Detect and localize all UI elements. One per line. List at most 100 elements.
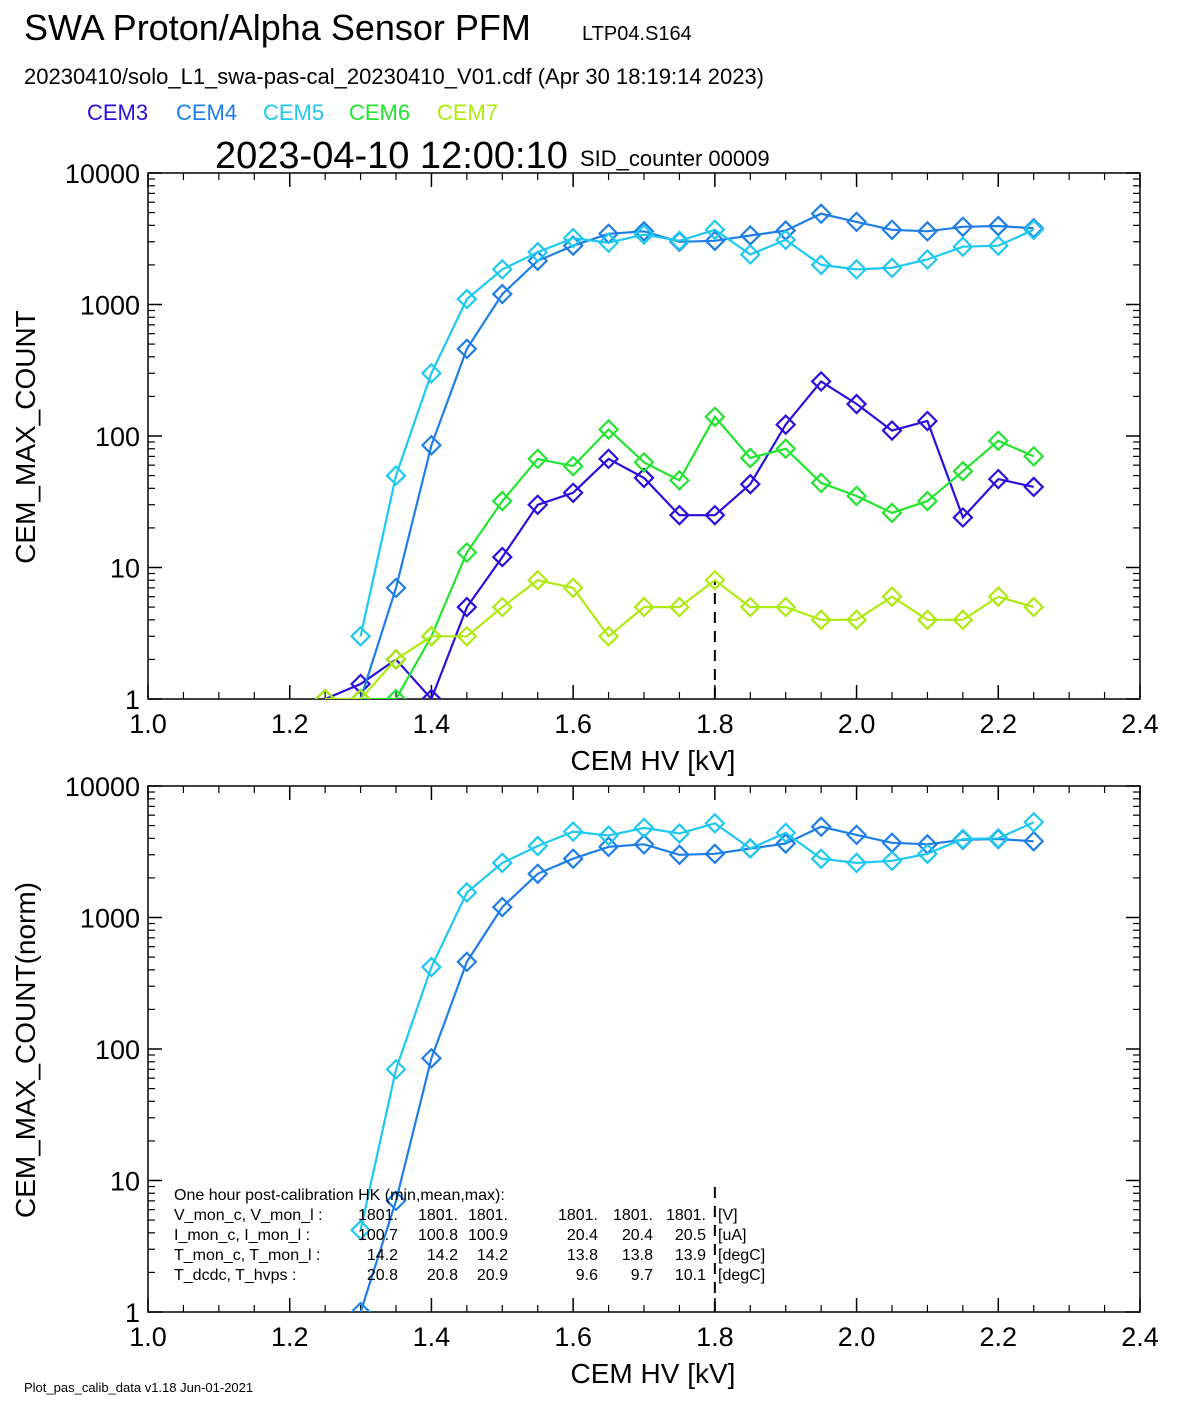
legend-entry-cem7: CEM7 xyxy=(437,100,498,125)
housekeeping-table: One hour post-calibration HK (min,mean,m… xyxy=(174,1187,765,1284)
data-point-cem4 xyxy=(562,848,584,870)
series-line-cem3 xyxy=(324,379,1034,699)
data-point-cem5 xyxy=(350,625,372,647)
data-point-cem5 xyxy=(810,848,832,870)
x-tick-label: 2.0 xyxy=(838,709,876,739)
data-point-cem3 xyxy=(562,482,584,504)
data-point-cem7 xyxy=(846,609,868,631)
x-tick-label: 1.8 xyxy=(696,709,734,739)
x-tick-label: 1.6 xyxy=(554,1322,592,1352)
page-title: SWA Proton/Alpha Sensor PFM xyxy=(24,7,531,48)
data-point-cem6 xyxy=(846,485,868,507)
data-point-cem7 xyxy=(350,688,372,699)
hk-value: 1801. xyxy=(358,1207,398,1224)
data-point-cem6 xyxy=(952,460,974,482)
legend-entry-cem6: CEM6 xyxy=(349,100,410,125)
plot-top: CEM HV [kV] CEM_MAX_COUNT 1.0 1.2 1.4 1.6 1.… xyxy=(10,159,1159,776)
data-point-cem4 xyxy=(385,1190,407,1212)
data-point-cem5 xyxy=(420,362,442,384)
data-point-cem3 xyxy=(598,448,620,470)
timestamp: 2023-04-10 12:00:10 xyxy=(215,135,568,177)
data-point-cem5 xyxy=(952,828,974,850)
data-point-cem4 xyxy=(668,844,690,866)
data-point-cem5 xyxy=(987,827,1009,849)
series-line-cem6 xyxy=(325,414,1035,699)
data-point-cem4 xyxy=(562,235,584,257)
hk-value: 20.5 xyxy=(675,1227,706,1244)
data-point-cem7 xyxy=(314,688,336,699)
data-point-cem4 xyxy=(420,434,442,456)
page-subtitle: LTP04.S164 xyxy=(582,23,692,45)
data-point-cem5 xyxy=(385,465,407,487)
sid-counter: SID_counter 00009 xyxy=(580,146,770,171)
data-point-cem7 xyxy=(739,596,761,618)
data-point-cem4 xyxy=(527,863,549,885)
data-point-cem5 xyxy=(598,824,620,847)
data-point-cem4 xyxy=(633,220,655,242)
hk-value: 1801. xyxy=(613,1207,653,1224)
data-point-cem5 xyxy=(704,812,726,834)
data-point-cem4 xyxy=(704,230,726,252)
data-point-cem3 xyxy=(916,410,938,432)
hk-value: 100.8 xyxy=(418,1227,458,1244)
hk-value: 13.9 xyxy=(675,1247,706,1264)
data-point-cem5 xyxy=(633,817,655,839)
data-point-cem4 xyxy=(350,1301,372,1312)
hk-value: 14.2 xyxy=(427,1247,458,1264)
data-point-cem7 xyxy=(1023,596,1045,618)
y-tick-label: 1000 xyxy=(80,904,140,934)
data-point-cem6 xyxy=(1023,445,1045,467)
y-tick-label: 10000 xyxy=(65,159,140,189)
data-point-cem6 xyxy=(810,472,832,494)
data-point-cem5 xyxy=(916,248,938,271)
data-point-cem4 xyxy=(1023,830,1045,852)
data-point-cem5 xyxy=(739,243,761,266)
data-point-cem7 xyxy=(952,609,974,631)
hk-row-label: T_mon_c, T_mon_l : xyxy=(174,1247,320,1264)
data-point-cem5 xyxy=(775,822,797,844)
data-point-cem4 xyxy=(987,215,1009,237)
data-point-cem4 xyxy=(598,836,620,858)
hk-value: 20.8 xyxy=(427,1267,458,1284)
data-point-cem5 xyxy=(952,236,974,258)
y-tick-label: 10000 xyxy=(65,772,140,802)
plot-top-data xyxy=(314,203,1045,699)
data-point-cem6 xyxy=(633,451,655,473)
hk-row-label: V_mon_c, V_mon_l : xyxy=(174,1207,323,1224)
file-line: 20230410/solo_L1_swa-pas-cal_20230410_V0… xyxy=(24,64,764,89)
data-point-cem4 xyxy=(633,833,655,855)
data-point-cem4 xyxy=(385,577,407,599)
data-point-cem5 xyxy=(846,852,868,874)
x-tick-label: 1.6 xyxy=(554,709,592,739)
data-point-cem3 xyxy=(527,494,549,516)
series-line-cem5 xyxy=(359,228,1035,637)
hk-value: 10.1 xyxy=(675,1267,706,1284)
data-point-cem7 xyxy=(456,625,478,647)
data-point-cem5 xyxy=(1023,219,1045,241)
data-point-cem7 xyxy=(420,625,442,647)
legend-entry-cem5: CEM5 xyxy=(263,100,324,125)
hk-value: 1801. xyxy=(558,1207,598,1224)
footer-version: Plot_pas_calib_data v1.18 Jun-01-2021 xyxy=(24,1380,253,1395)
hk-value: 20.8 xyxy=(367,1267,398,1284)
data-point-cem4 xyxy=(916,220,938,242)
data-point-cem5 xyxy=(350,1219,372,1241)
data-point-cem6 xyxy=(385,688,407,699)
x-tick-label: 2.4 xyxy=(1121,709,1159,739)
hk-value: 100.7 xyxy=(358,1227,398,1244)
data-point-cem5 xyxy=(739,837,761,860)
plot-top-x-axis-label: CEM HV [kV] xyxy=(571,745,736,776)
data-point-cem5 xyxy=(846,258,868,280)
data-point-cem6 xyxy=(456,541,478,564)
data-point-cem4 xyxy=(456,338,478,360)
data-point-cem5 xyxy=(491,258,513,280)
data-point-cem5 xyxy=(562,227,584,249)
data-point-cem7 xyxy=(916,609,938,631)
data-point-cem3 xyxy=(881,420,903,442)
x-tick-label: 1.2 xyxy=(271,1322,309,1352)
data-point-cem5 xyxy=(881,257,903,279)
data-point-cem7 xyxy=(668,596,690,618)
plot-top-frame xyxy=(147,172,1141,700)
data-point-cem7 xyxy=(775,596,797,618)
